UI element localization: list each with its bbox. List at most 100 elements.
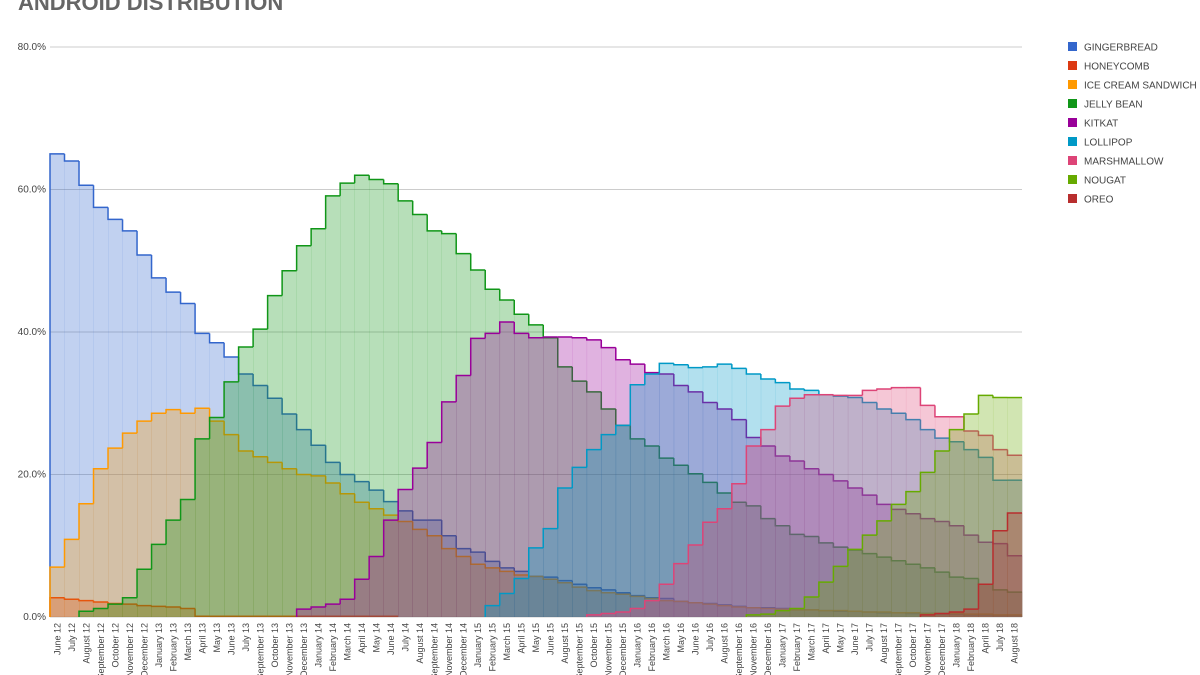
step-line (629, 607, 645, 613)
x-tick-label: April 18 (981, 623, 991, 654)
area-step (934, 416, 950, 617)
step-line (600, 339, 616, 349)
area-step (760, 379, 776, 617)
step-line (484, 270, 500, 290)
y-tick-label: 0.0% (23, 612, 46, 623)
area-step (485, 567, 501, 617)
area-step (572, 467, 588, 617)
step-line (136, 420, 152, 434)
area-step (470, 270, 486, 617)
area-step (427, 520, 443, 617)
x-tick-label: April 14 (357, 623, 367, 654)
step-line (760, 505, 776, 520)
step-line (571, 336, 587, 339)
area-step (108, 219, 123, 618)
step-line (818, 581, 834, 598)
area-step (775, 608, 791, 617)
step-line (818, 609, 834, 612)
x-tick-label: August 17 (879, 623, 889, 664)
step-line (934, 612, 950, 615)
area-step (934, 614, 950, 617)
x-tick-label: December 17 (937, 623, 947, 675)
step-line (266, 294, 283, 330)
area-step (876, 557, 892, 617)
area-step (224, 434, 239, 617)
x-tick-label: December 16 (763, 623, 773, 675)
area-step (340, 599, 355, 617)
step-line (644, 373, 660, 385)
step-line (107, 447, 123, 469)
area-step (238, 346, 254, 617)
step-line (832, 542, 848, 548)
area-step (862, 612, 878, 617)
area-step (891, 387, 907, 617)
area-step (963, 578, 979, 617)
step-line (934, 518, 950, 523)
area-step (934, 613, 950, 617)
area-step (166, 520, 181, 617)
step-line (731, 364, 747, 370)
step-line (136, 568, 152, 598)
step-line (63, 538, 80, 568)
area-step (485, 289, 501, 617)
area-step (978, 395, 994, 617)
step-line (992, 457, 1008, 481)
step-line (339, 462, 355, 476)
step-line (774, 609, 790, 615)
step-line (760, 607, 776, 610)
area-step (731, 483, 747, 617)
area-step (731, 502, 747, 617)
area-step (949, 429, 965, 617)
area-step (195, 408, 210, 617)
step-line (803, 534, 819, 538)
step-line (716, 402, 732, 410)
step-line (615, 347, 631, 361)
area-step (659, 363, 675, 617)
area-step (485, 561, 501, 617)
area-step (456, 556, 472, 617)
area-step (412, 468, 428, 617)
step-line (687, 364, 703, 369)
step-line (963, 441, 979, 451)
step-line (513, 322, 529, 335)
step-line (948, 611, 964, 614)
area-step (818, 610, 834, 617)
area-step (398, 510, 413, 617)
step-line (948, 521, 964, 527)
area-step (180, 608, 196, 617)
area-step (818, 582, 834, 617)
area-step (833, 395, 849, 617)
x-tick-label: April 13 (197, 623, 207, 654)
step-line (702, 602, 718, 605)
step-line (63, 597, 80, 600)
step-line (919, 419, 935, 431)
area-step (731, 419, 747, 617)
step-line (382, 490, 399, 503)
area-step (180, 499, 196, 617)
step-line (948, 572, 964, 578)
area-step (108, 604, 123, 617)
area-step (659, 600, 675, 617)
step-line (629, 594, 645, 598)
area-step (963, 614, 979, 617)
step-line (774, 405, 790, 430)
area-step (325, 483, 341, 617)
x-tick-label: February 13 (168, 623, 178, 672)
area-step (760, 429, 776, 617)
area-step (760, 518, 776, 617)
area-step (514, 333, 530, 617)
step-line (150, 412, 167, 422)
y-tick-label: 80.0% (18, 42, 46, 53)
area-step (369, 179, 384, 617)
step-line (600, 612, 616, 615)
step-line (513, 299, 529, 315)
area-step (760, 607, 776, 617)
area-step (79, 600, 94, 617)
legend-label: MARSHMALLOW (1084, 157, 1164, 168)
area-step (673, 601, 689, 617)
x-tick-label: September 16 (734, 623, 744, 675)
area-step (412, 214, 428, 617)
area-step (630, 364, 646, 617)
area-step (804, 468, 820, 617)
legend-label: LOLLIPOP (1084, 138, 1133, 149)
